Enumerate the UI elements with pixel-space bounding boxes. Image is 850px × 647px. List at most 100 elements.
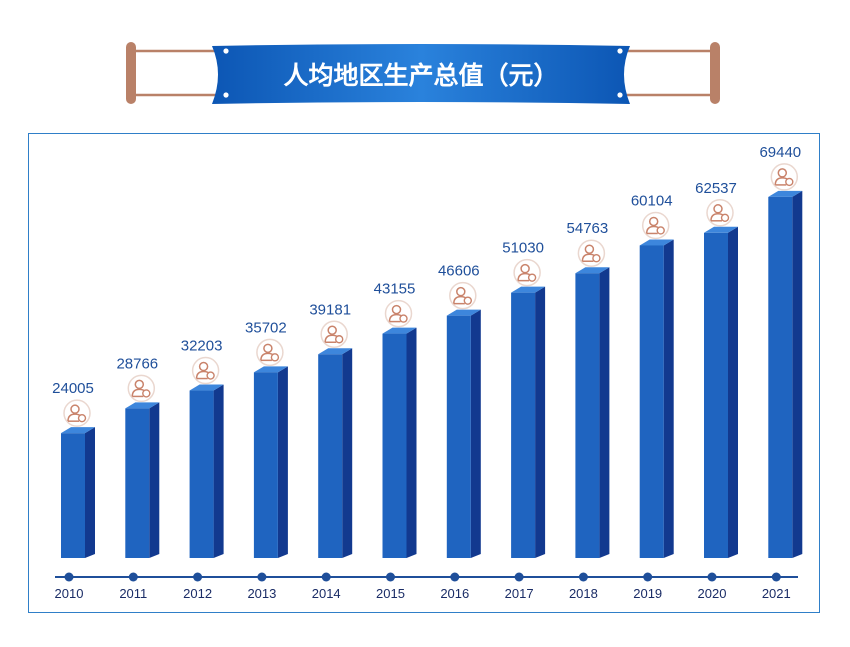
x-tick-label: 2019 <box>633 586 662 601</box>
axis-dot <box>514 572 524 582</box>
banner-strings <box>136 49 710 97</box>
bar-front <box>318 354 343 558</box>
bar-top <box>253 366 288 373</box>
banner-ribbon <box>212 44 630 104</box>
chart-frame <box>28 133 820 613</box>
bar-front <box>125 408 150 558</box>
axis-dot <box>128 572 138 582</box>
bar-side <box>599 267 610 558</box>
axis-dot <box>707 572 717 582</box>
bar-2012: 32203 <box>181 338 224 558</box>
x-axis: 2010 2011 2012 2013 2014 2015 2016 2017 2018 2019… <box>55 572 798 601</box>
title-banner: 人均地区生产总值（元） <box>126 42 720 104</box>
bar-top <box>382 327 417 334</box>
data-label: 51030 <box>502 240 544 257</box>
x-tick-label: 2016 <box>440 586 469 601</box>
bar-front <box>639 245 664 558</box>
axis-dot <box>643 572 653 582</box>
bar-2021: 69440 <box>759 144 803 559</box>
bar-top <box>125 402 160 409</box>
bar-side <box>792 190 803 559</box>
bar-top <box>189 384 224 391</box>
bars-layer: 24005 28766 32203 35702 39181 43155 46606 51030… <box>52 144 803 559</box>
bar-2013: 35702 <box>245 319 288 558</box>
bar-2020: 62537 <box>695 180 738 558</box>
bar-front <box>382 333 407 558</box>
banner-rod-left <box>126 42 136 104</box>
axis-dot <box>257 572 267 582</box>
data-label: 43155 <box>374 281 416 298</box>
bar-2016: 46606 <box>438 263 481 558</box>
bar-2018: 54763 <box>567 220 610 558</box>
person-icon <box>641 211 670 240</box>
bar-top <box>61 427 95 434</box>
data-label: 60104 <box>631 192 673 209</box>
bar-front <box>253 372 278 558</box>
data-label: 32203 <box>181 338 223 355</box>
bar-front <box>511 292 536 558</box>
person-icon <box>63 399 91 427</box>
bar-side <box>728 226 738 558</box>
x-tick-label: 2020 <box>698 586 727 601</box>
page-title: 人均地区生产总值（元） <box>283 61 558 90</box>
person-icon <box>127 374 156 403</box>
x-tick-label: 2017 <box>505 586 534 601</box>
axis-dot <box>193 572 203 582</box>
bar-side <box>470 309 481 558</box>
data-label: 46606 <box>438 263 480 280</box>
axis-dot <box>450 572 460 582</box>
bar-2014: 39181 <box>309 301 353 558</box>
bar-front <box>575 273 600 558</box>
data-label: 69440 <box>759 144 801 161</box>
banner-rod-right <box>710 42 720 104</box>
bar-front <box>704 232 728 558</box>
bar-2015: 43155 <box>374 281 417 558</box>
axis-dot <box>321 572 331 582</box>
person-icon <box>256 338 284 367</box>
x-tick-label: 2010 <box>55 586 84 601</box>
bar-2011: 28766 <box>116 355 160 558</box>
x-tick-label: 2012 <box>183 586 212 601</box>
bar-side <box>663 239 674 558</box>
bar-side <box>149 402 160 558</box>
bar-2017: 51030 <box>502 240 546 558</box>
person-icon <box>770 163 799 191</box>
x-tick-label: 2021 <box>762 586 791 601</box>
bar-top <box>446 309 481 316</box>
bar-side <box>277 366 288 558</box>
bar-side <box>85 427 95 558</box>
bar-front <box>61 433 85 558</box>
data-label: 62537 <box>695 180 737 197</box>
axis-dot <box>578 572 588 582</box>
bar-top <box>318 348 353 355</box>
bar-side <box>213 384 224 558</box>
bar-front <box>768 196 793 559</box>
person-icon <box>191 356 220 385</box>
banner-pins <box>223 48 623 98</box>
bar-side <box>342 348 353 558</box>
person-icon <box>449 281 477 310</box>
bar-front <box>446 315 471 558</box>
bar-top <box>639 239 674 246</box>
bar-2010: 24005 <box>52 380 95 558</box>
axis-dot <box>771 572 781 582</box>
x-tick-label: 2013 <box>247 586 276 601</box>
x-tick-label: 2014 <box>312 586 341 601</box>
bar-top <box>511 286 546 293</box>
data-label: 39181 <box>309 301 351 318</box>
bar-side <box>406 327 417 558</box>
axis-dot <box>64 572 74 582</box>
bar-front <box>189 390 214 558</box>
x-tick-label: 2015 <box>376 586 405 601</box>
person-icon <box>384 299 413 328</box>
bar-2019: 60104 <box>631 192 674 558</box>
data-label: 28766 <box>116 355 158 372</box>
bar-top <box>704 226 738 233</box>
person-icon <box>513 258 541 287</box>
person-icon <box>577 239 606 267</box>
bar-top <box>575 267 610 274</box>
data-label: 35702 <box>245 319 287 336</box>
person-icon <box>706 199 734 227</box>
bar-top <box>768 190 803 197</box>
